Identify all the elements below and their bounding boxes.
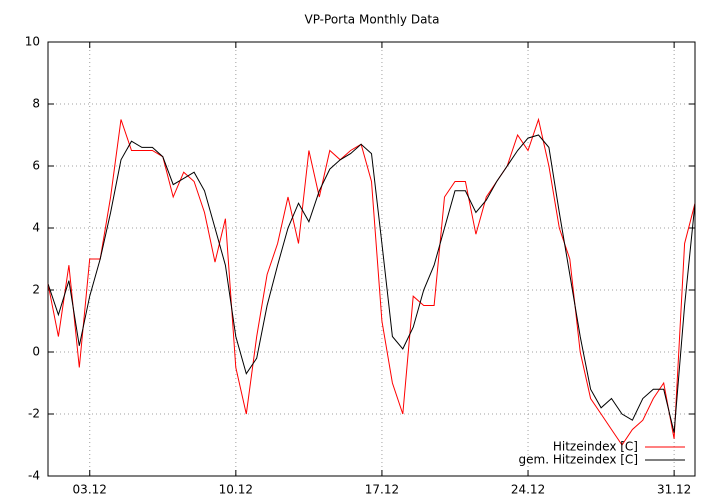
x-tick-label: 24.12 [511,483,545,497]
legend-label: gem. Hitzeindex [C] [519,453,638,467]
legend-label: Hitzeindex [C] [553,440,638,454]
x-tick-label: 17.12 [365,483,399,497]
y-tick-label: 6 [32,159,40,173]
plot-frame [47,41,696,477]
series-line [47,117,696,446]
x-tick-label: 03.12 [73,483,107,497]
y-tick-label: -2 [28,407,40,421]
y-tick-label: 10 [25,35,40,49]
y-tick-label: 4 [32,221,40,235]
chart-title: VP-Porta Monthly Data [305,13,440,27]
x-tick-label: 10.12 [219,483,253,497]
x-tick-label: 31.12 [657,483,691,497]
y-tick-label: -4 [28,469,40,483]
y-tick-label: 0 [32,345,40,359]
y-tick-label: 2 [32,283,40,297]
series-line [47,134,696,433]
y-tick-label: 8 [32,97,40,111]
